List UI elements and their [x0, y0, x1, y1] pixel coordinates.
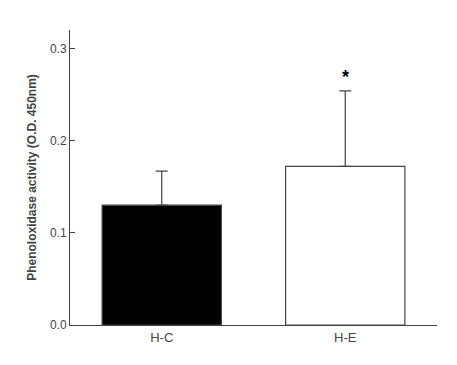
svg-text:0.2: 0.2: [50, 134, 67, 148]
svg-text:0.0: 0.0: [50, 318, 67, 332]
svg-text:*: *: [342, 67, 349, 87]
svg-text:0.1: 0.1: [50, 226, 67, 240]
svg-text:0.3: 0.3: [50, 42, 67, 56]
svg-text:H-E: H-E: [334, 330, 357, 345]
svg-text:Phenoloxidase activity (O.D. 4: Phenoloxidase activity (O.D. 450nm): [25, 74, 39, 281]
svg-text:H-C: H-C: [150, 330, 173, 345]
